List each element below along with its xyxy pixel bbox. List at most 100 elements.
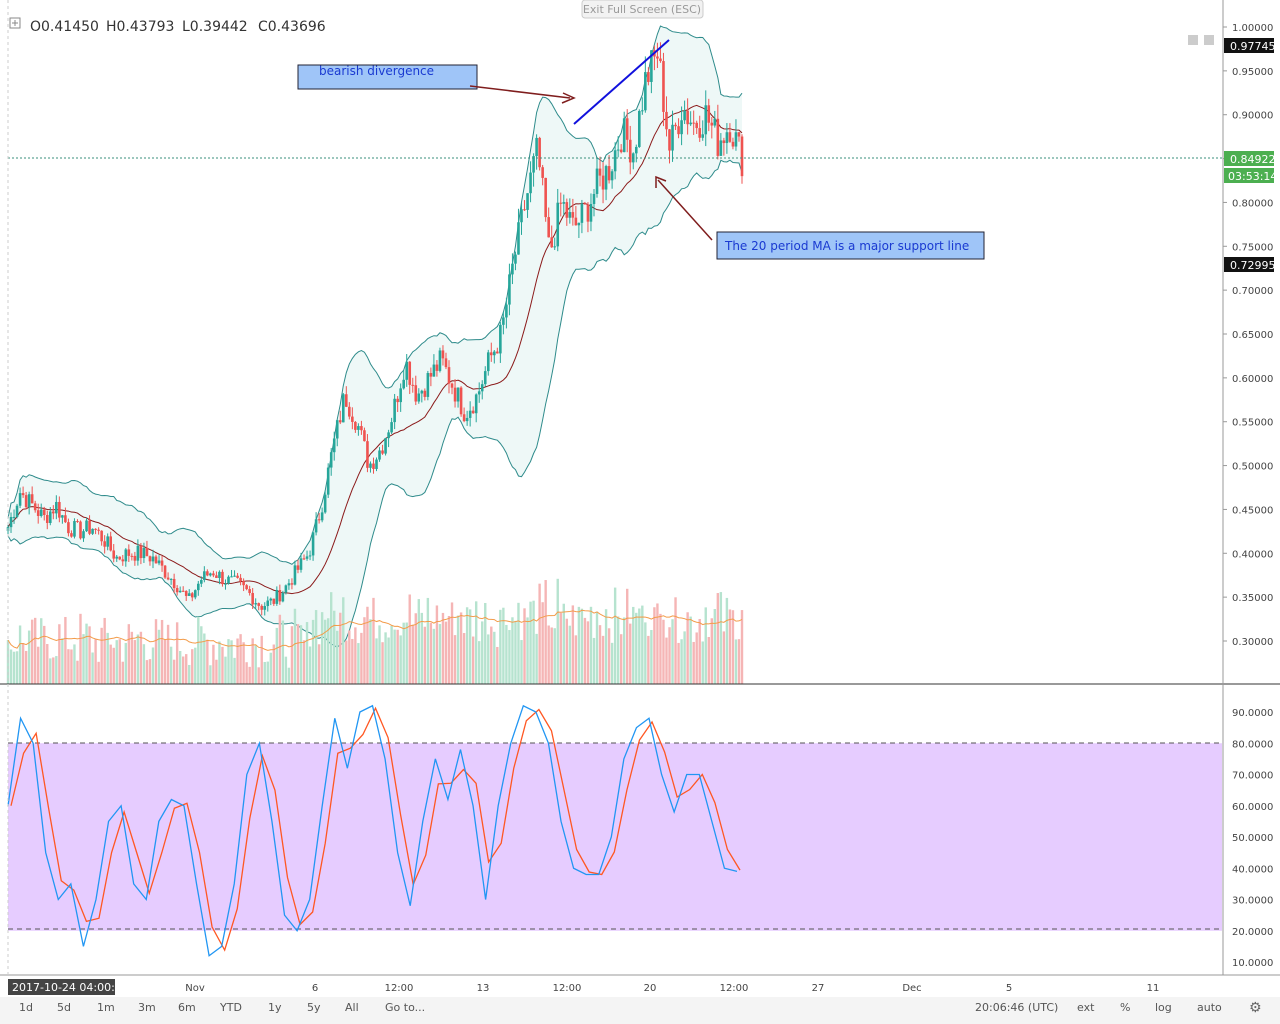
candle-body xyxy=(206,571,209,576)
candle-body xyxy=(496,351,499,354)
volume-bar xyxy=(15,651,19,684)
volume-bar xyxy=(314,610,318,684)
volume-bar xyxy=(103,617,106,684)
volume-bar xyxy=(85,623,88,684)
candle-body xyxy=(58,501,61,518)
volume-bar xyxy=(447,615,451,684)
candle-body xyxy=(82,531,85,539)
range-button-6m[interactable]: 6m xyxy=(178,1001,196,1014)
candle-body xyxy=(341,394,345,423)
volume-bar xyxy=(450,602,454,684)
volume-bar xyxy=(444,621,448,684)
candle-body xyxy=(511,263,514,275)
volume-bar xyxy=(191,649,194,684)
volume-bar xyxy=(293,608,297,684)
candle-body xyxy=(369,463,372,468)
settings-icon[interactable]: ⚙ xyxy=(1249,1000,1262,1016)
range-button-1m[interactable]: 1m xyxy=(97,1001,115,1014)
range-button-all[interactable]: All xyxy=(345,1001,359,1014)
candle-body xyxy=(737,132,741,137)
oscillator-axis: 90.0000 80.0000 70.0000 60.0000 50.0000 40.00… xyxy=(1232,708,1273,969)
candle-body xyxy=(224,583,227,585)
volume-bar xyxy=(665,637,668,684)
candle-body xyxy=(127,549,131,556)
candle-body xyxy=(203,571,206,581)
volume-bar xyxy=(76,660,79,684)
range-button-5d[interactable]: 5d xyxy=(57,1001,71,1014)
volume-bar xyxy=(659,613,662,684)
volume-bar xyxy=(342,597,345,684)
candle-body xyxy=(242,581,245,586)
volume-bar xyxy=(737,639,741,684)
ohlc-l: L0.39442 xyxy=(182,19,248,35)
volume-ma xyxy=(7,609,743,651)
volume-bar xyxy=(644,622,647,684)
candle-body xyxy=(411,384,415,386)
volume-bar xyxy=(130,631,134,684)
volume-bar xyxy=(302,640,306,684)
volume-bar xyxy=(160,619,164,684)
volume-bar xyxy=(224,656,227,684)
volume-bar xyxy=(499,609,502,684)
range-button-1y[interactable]: 1y xyxy=(268,1001,282,1014)
candle-body xyxy=(169,578,173,580)
volume-bar xyxy=(326,618,330,684)
candle-body xyxy=(52,511,55,514)
volume-bar xyxy=(317,644,321,684)
candle-body xyxy=(323,494,327,513)
range-button-3m[interactable]: 3m xyxy=(138,1001,156,1014)
volume-bar xyxy=(106,632,109,684)
osc-tick-label: 70.0000 xyxy=(1232,771,1273,782)
scroll-down-icon[interactable] xyxy=(1204,35,1214,45)
candle-body xyxy=(326,467,330,495)
volume-bar xyxy=(390,625,393,684)
band-fill xyxy=(8,26,742,648)
range-button-auto[interactable]: auto xyxy=(1197,1001,1222,1014)
collapse-icon[interactable] xyxy=(9,17,21,29)
range-button-ytd[interactable]: YTD xyxy=(219,1001,242,1014)
scroll-up-icon[interactable] xyxy=(1188,35,1198,45)
volume-bar xyxy=(508,630,511,684)
osc-tick-label: 40.0000 xyxy=(1232,864,1273,875)
volume-bar xyxy=(677,642,680,684)
candle-body xyxy=(420,390,424,394)
annotation-bearish-divergence[interactable]: bearish divergence xyxy=(297,64,576,104)
volume-bar xyxy=(97,661,100,684)
range-button-1d[interactable]: 1d xyxy=(19,1001,33,1014)
candle-body xyxy=(348,406,351,417)
candle-body xyxy=(644,72,647,111)
exit-fullscreen-button[interactable]: Exit Full Screen (ESC) xyxy=(581,0,704,19)
candle-body xyxy=(375,459,378,469)
annotation-ma-support[interactable]: The 20 period MA is a major support line xyxy=(655,175,985,260)
candle-body xyxy=(532,156,535,173)
volume-bar xyxy=(163,639,167,684)
range-button-ext[interactable]: ext xyxy=(1077,1001,1095,1014)
candle-body xyxy=(435,364,439,371)
volume-bar xyxy=(311,619,315,684)
volume-bar xyxy=(257,667,260,684)
candle-body xyxy=(45,514,49,523)
candle-body xyxy=(607,166,611,181)
volume-bar xyxy=(43,625,46,684)
volume-bar xyxy=(695,632,698,684)
volume-bar xyxy=(145,660,149,684)
volume-bar xyxy=(481,621,484,684)
stochastic-zone xyxy=(8,743,1222,931)
range-button-5y[interactable]: 5y xyxy=(307,1001,321,1014)
candle-body xyxy=(233,575,236,577)
candle-body xyxy=(193,590,197,598)
range-button-[interactable]: % xyxy=(1120,1001,1130,1014)
time-tick-label: 6 xyxy=(312,983,318,994)
candle-body xyxy=(151,556,155,562)
volume-bar xyxy=(242,642,245,684)
osc-tick-label: 10.0000 xyxy=(1232,958,1273,969)
range-button-log[interactable]: log xyxy=(1155,1001,1172,1014)
candle-body xyxy=(408,361,412,385)
candle-body xyxy=(266,600,270,607)
candle-body xyxy=(734,132,738,147)
volume-bar xyxy=(490,626,493,684)
candle-body xyxy=(459,387,463,415)
price-tick-label: 0.75000 xyxy=(1232,242,1273,253)
range-button-goto[interactable]: Go to... xyxy=(385,1001,425,1014)
candle-body xyxy=(505,304,508,318)
